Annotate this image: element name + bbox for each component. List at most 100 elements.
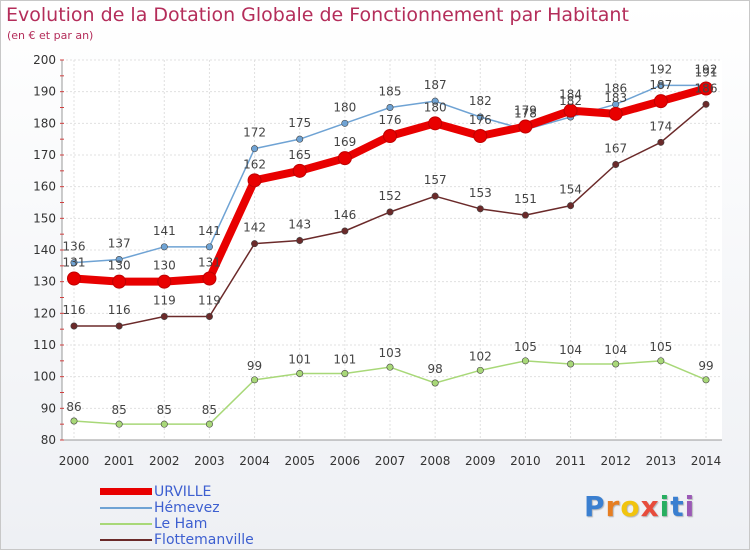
y-tick-label: 100 (33, 370, 56, 384)
x-tick-label: 2007 (375, 454, 406, 468)
data-point-h-mevez[interactable] (386, 104, 394, 112)
data-label-le-ham: 102 (469, 349, 492, 363)
data-point-flottemanville[interactable] (476, 205, 484, 213)
data-label-le-ham: 105 (649, 340, 672, 354)
data-point-urville[interactable] (67, 271, 81, 286)
x-tick-label: 2010 (510, 454, 541, 468)
data-point-h-mevez[interactable] (341, 119, 349, 127)
data-label-le-ham: 104 (559, 343, 582, 357)
data-point-le-ham[interactable] (657, 357, 665, 365)
y-tick-label: 120 (33, 306, 56, 320)
data-label-le-ham: 99 (698, 359, 713, 373)
data-label-flottemanville: 186 (695, 81, 718, 95)
data-point-urville[interactable] (157, 274, 172, 289)
data-point-le-ham[interactable] (115, 420, 123, 428)
data-point-h-mevez[interactable] (70, 259, 78, 267)
data-point-flottemanville[interactable] (115, 322, 123, 330)
x-tick-label: 2003 (194, 454, 225, 468)
data-point-h-mevez[interactable] (657, 81, 665, 89)
data-point-h-mevez[interactable] (476, 113, 484, 121)
data-label-le-ham: 101 (333, 353, 356, 367)
data-point-le-ham[interactable] (612, 360, 620, 368)
data-point-h-mevez[interactable] (296, 135, 304, 143)
data-label-urville: 187 (649, 78, 672, 92)
data-label-le-ham: 86 (66, 400, 81, 414)
data-point-urville[interactable] (608, 106, 623, 121)
y-tick-label: 130 (33, 275, 56, 289)
data-point-le-ham[interactable] (567, 360, 575, 368)
data-label-h-mevez: 192 (649, 62, 672, 76)
data-point-flottemanville[interactable] (251, 240, 259, 248)
data-label-le-ham: 99 (247, 359, 262, 373)
data-point-flottemanville[interactable] (386, 208, 394, 216)
data-label-flottemanville: 167 (604, 142, 627, 156)
data-label-h-mevez: 185 (379, 85, 402, 99)
data-point-urville[interactable] (383, 129, 397, 143)
legend-label-urville: URVILLE (154, 484, 212, 500)
data-point-le-ham[interactable] (296, 369, 304, 377)
data-point-urville[interactable] (699, 81, 713, 96)
data-label-urville: 165 (288, 148, 311, 162)
data-point-urville[interactable] (563, 103, 578, 118)
data-point-le-ham[interactable] (702, 376, 710, 384)
data-label-flottemanville: 116 (108, 303, 131, 317)
data-point-le-ham[interactable] (431, 379, 439, 387)
data-point-urville[interactable] (202, 271, 217, 286)
legend-swatch-le-ham (100, 523, 152, 525)
data-point-flottemanville[interactable] (296, 237, 304, 245)
data-label-flottemanville: 157 (424, 173, 447, 187)
data-point-flottemanville[interactable] (160, 312, 168, 320)
legend-swatch-flottemanville (100, 539, 152, 541)
data-point-le-ham[interactable] (341, 369, 349, 377)
data-label-urville: 176 (379, 113, 402, 127)
data-point-h-mevez[interactable] (431, 97, 439, 105)
data-point-flottemanville[interactable] (702, 100, 710, 108)
data-point-h-mevez[interactable] (205, 243, 213, 251)
legend-label-hemevez: Hémevez (154, 500, 220, 516)
legend-label-flottemanville: Flottemanville (154, 532, 254, 548)
data-label-urville: 180 (424, 100, 447, 114)
data-point-le-ham[interactable] (205, 420, 213, 428)
data-point-le-ham[interactable] (251, 376, 259, 384)
data-label-h-mevez: 178 (514, 107, 537, 121)
data-point-flottemanville[interactable] (341, 227, 349, 235)
data-point-urville[interactable] (292, 163, 307, 178)
legend-label-le-ham: Le Ham (154, 516, 208, 532)
x-tick-label: 2008 (420, 454, 451, 468)
data-point-flottemanville[interactable] (521, 211, 529, 219)
x-tick-label: 2001 (104, 454, 135, 468)
data-label-flottemanville: 154 (559, 183, 582, 197)
data-point-flottemanville[interactable] (657, 138, 665, 146)
data-point-urville[interactable] (428, 116, 443, 131)
chart-subtitle: (en € et par an) (7, 29, 94, 42)
data-point-le-ham[interactable] (476, 366, 484, 374)
data-point-urville[interactable] (112, 274, 127, 289)
data-point-h-mevez[interactable] (160, 243, 168, 251)
data-point-le-ham[interactable] (70, 417, 78, 425)
data-label-flottemanville: 146 (333, 208, 356, 222)
data-label-h-mevez: 182 (559, 94, 582, 108)
data-point-flottemanville[interactable] (70, 322, 78, 330)
data-point-urville[interactable] (337, 151, 352, 166)
data-point-h-mevez[interactable] (115, 255, 123, 263)
data-point-flottemanville[interactable] (612, 161, 620, 169)
data-point-flottemanville[interactable] (567, 202, 575, 210)
y-tick-label: 200 (33, 53, 56, 67)
data-point-le-ham[interactable] (160, 420, 168, 428)
data-point-urville[interactable] (653, 94, 668, 109)
data-point-urville[interactable] (518, 119, 533, 134)
data-point-urville[interactable] (247, 173, 262, 188)
data-point-flottemanville[interactable] (431, 192, 439, 200)
data-label-urville: 131 (198, 256, 221, 270)
x-tick-label: 2002 (149, 454, 180, 468)
data-point-le-ham[interactable] (521, 357, 529, 365)
data-point-le-ham[interactable] (386, 363, 394, 371)
x-tick-label: 2009 (465, 454, 496, 468)
legend-swatch-urville (100, 488, 152, 495)
data-point-flottemanville[interactable] (205, 312, 213, 320)
data-label-h-mevez: 187 (424, 78, 447, 92)
data-point-h-mevez[interactable] (251, 145, 259, 153)
data-label-h-mevez: 180 (333, 100, 356, 114)
data-point-urville[interactable] (473, 129, 488, 143)
